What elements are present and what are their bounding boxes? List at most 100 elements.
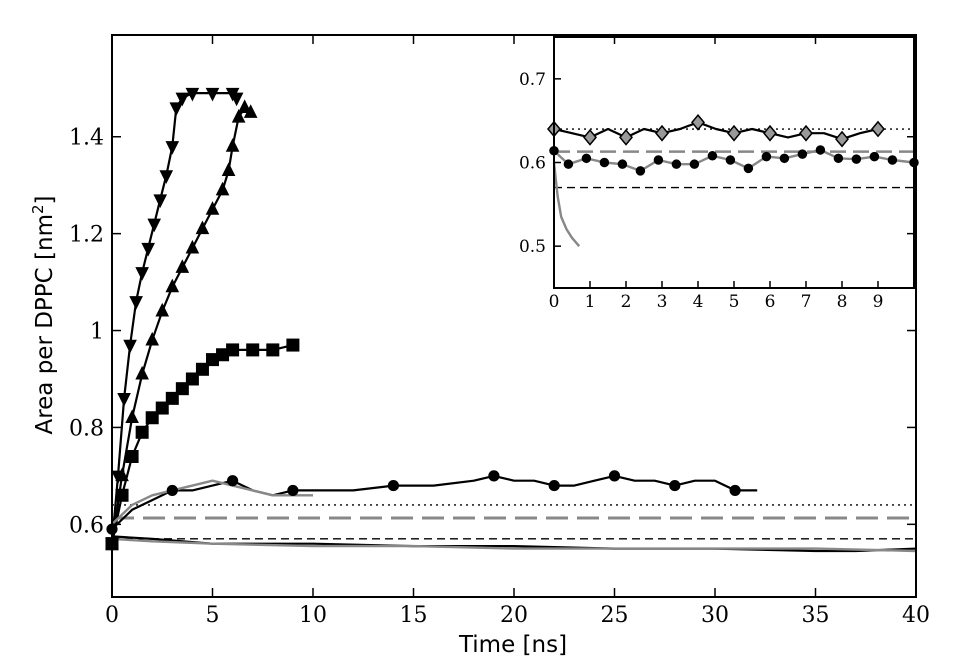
series-1-point-10 [725, 155, 736, 165]
series-1-point-15 [237, 99, 252, 113]
series-3-point-15 [488, 470, 500, 482]
y-tick-label-3: 1.2 [69, 223, 104, 248]
y-tick-label-0: 0.5 [519, 237, 546, 257]
series-0-point-14 [205, 87, 220, 102]
series-3-point-6 [227, 475, 239, 487]
x-tick-label-1: 5 [206, 603, 220, 628]
y-tick-label-0: 0.6 [69, 513, 104, 538]
x-tick-label-7: 35 [802, 603, 830, 628]
plot-frame [111, 34, 917, 598]
series-1-point-4 [145, 331, 160, 346]
series-3-point-12 [387, 479, 399, 492]
series-0-point-12 [175, 92, 190, 107]
series-1-point-1 [115, 467, 129, 482]
series-2-point-8 [185, 372, 199, 386]
series-0-point-16 [229, 92, 244, 107]
series-1-point-1 [563, 159, 574, 169]
series-0-point-2 [117, 393, 131, 407]
series-1-point-11 [215, 181, 230, 196]
series-3-point-27 [729, 484, 741, 497]
x-tick-label-3: 3 [657, 292, 668, 312]
series-0-point-9 [159, 170, 174, 184]
y-tick-label-1: 0.6 [519, 154, 546, 174]
series-1-point-19 [887, 155, 898, 165]
series-0-point-2 [583, 129, 597, 146]
series-3-point-3 [166, 484, 178, 497]
series-1-point-9 [195, 220, 210, 235]
series-1-point-15 [815, 145, 826, 155]
series-2-point-14 [266, 343, 280, 357]
series-0-point-18 [871, 120, 885, 138]
series-0-point-4 [619, 129, 633, 146]
x-axis-title: Time [ns] [458, 632, 567, 658]
series-1-point-12 [761, 151, 772, 162]
series-1-point-14 [231, 109, 246, 123]
series-1-point-13 [779, 153, 790, 164]
series-1-point-8 [185, 239, 200, 254]
x-tick-label-5: 5 [729, 292, 740, 312]
series-6-line [111, 537, 917, 553]
series-2-point-12 [226, 343, 240, 357]
x-tick-label-0: 0 [549, 292, 560, 312]
x-tick-label-5: 25 [601, 603, 629, 628]
series-0-point-4 [129, 296, 143, 310]
series-0-point-10 [727, 124, 741, 142]
series-0-point-11 [169, 102, 184, 116]
series-0-point-13 [185, 87, 200, 102]
series-1-point-16 [833, 153, 844, 164]
series-2-point-5 [155, 401, 169, 415]
series-1-point-9 [707, 151, 718, 161]
x-tick-label-6: 6 [765, 292, 776, 312]
series-2-point-15 [286, 338, 300, 352]
series-0-point-6 [655, 124, 669, 142]
series-4-line [111, 479, 313, 526]
y-tick-label-4: 1.4 [69, 126, 104, 151]
series-1-point-13 [225, 138, 240, 152]
series-0-point-12 [763, 124, 777, 142]
series-1-point-12 [221, 162, 236, 176]
y-axis-title-main: Area per DPPC [nm [32, 214, 58, 435]
x-tick-label-9: 9 [873, 292, 884, 312]
x-tick-label-7: 7 [801, 292, 812, 312]
series-1-point-6 [165, 278, 180, 293]
y-axis-title-suffix: ] [32, 195, 58, 204]
series-1-point-7 [175, 259, 190, 273]
y-tick-label-2: 0.7 [519, 70, 546, 90]
x-tick-label-4: 4 [693, 292, 704, 312]
series-0-point-7 [147, 218, 162, 233]
series-0-point-8 [153, 194, 168, 209]
series-0-point-5 [135, 267, 149, 281]
x-tick-label-4: 20 [500, 603, 528, 628]
series-3-line [111, 474, 758, 530]
series-3-point-21 [608, 470, 621, 482]
series-1-point-7 [671, 159, 682, 169]
series-1-point-16 [243, 104, 258, 118]
series-0-point-14 [799, 124, 813, 142]
x-tick-label-8: 40 [902, 603, 930, 628]
y-axis-title-superscript: 2 [29, 204, 47, 214]
series-1-point-14 [797, 149, 808, 159]
series-1-point-17 [851, 154, 862, 164]
x-tick-label-2: 2 [621, 292, 632, 312]
y-tick-label-1: 0.8 [69, 416, 104, 441]
y-tick-label-2: 1 [90, 320, 104, 345]
series-2-point-4 [145, 411, 159, 425]
series-2-point-2 [125, 450, 139, 463]
series-1-point-8 [689, 159, 700, 169]
x-tick-label-1: 1 [585, 292, 596, 312]
series-2-point-6 [165, 391, 179, 405]
series-1-point-5 [155, 302, 170, 317]
series-1-point-5 [635, 166, 646, 176]
series-1-point-2 [125, 409, 139, 424]
series-2-point-1 [115, 488, 129, 502]
series-0-point-8 [691, 113, 705, 131]
main-plot: 0 5 10 15 20 25 30 35 400.60.811.21.4 [69, 34, 930, 628]
series-1-point-6 [653, 155, 664, 165]
series-1-point-4 [617, 159, 628, 169]
x-tick-label-2: 10 [299, 603, 327, 628]
series-1-point-10 [205, 201, 220, 215]
y-axis-title: Area per DPPC [nm2] [29, 195, 58, 434]
x-tick-label-8: 8 [837, 292, 848, 312]
x-tick-label-3: 15 [400, 603, 428, 628]
